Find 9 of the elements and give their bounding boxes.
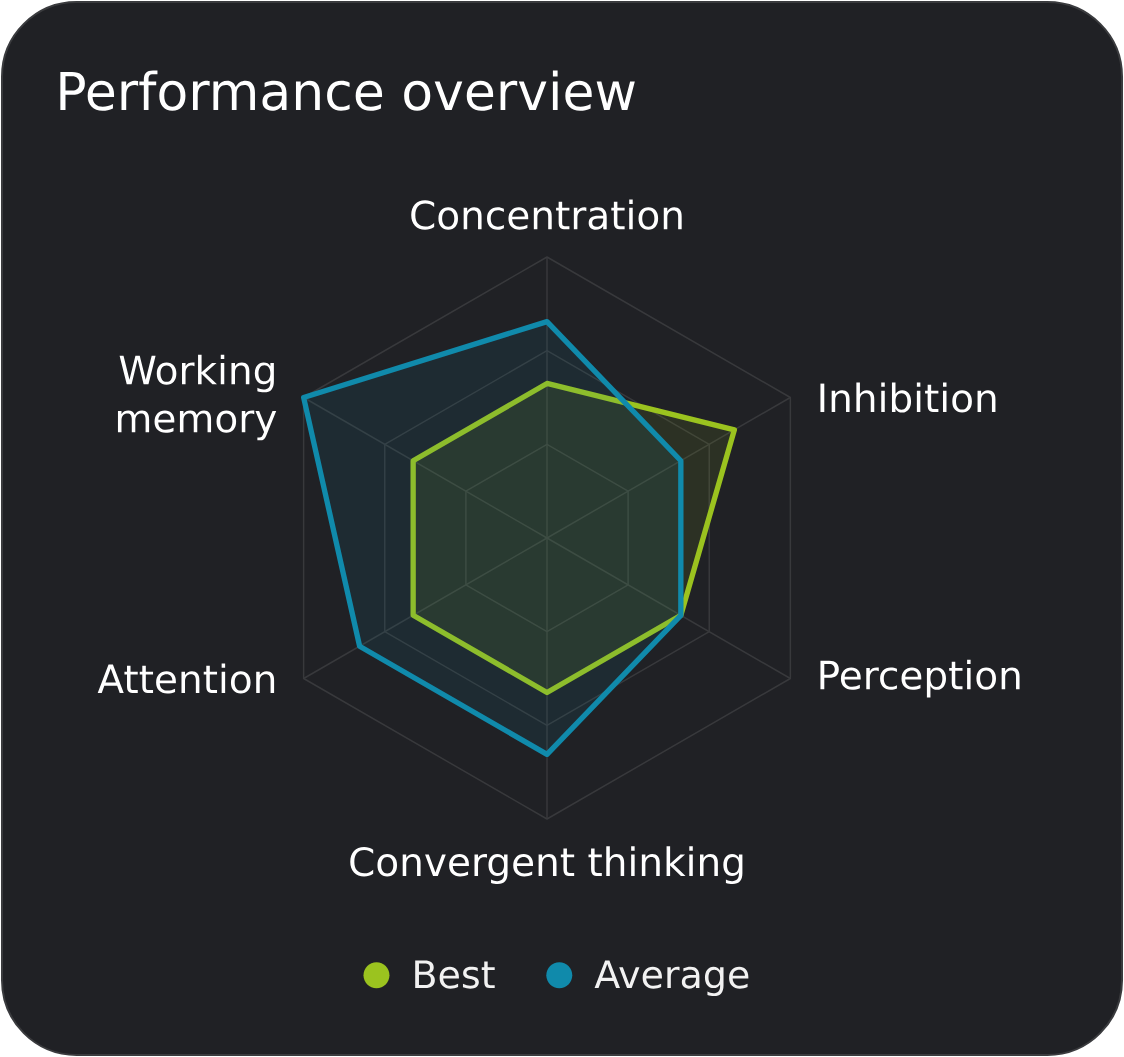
spoke-label: Convergent thinking <box>350 846 743 885</box>
legend-label: Best <box>415 960 495 989</box>
spoke-label: Concentration <box>411 199 682 230</box>
spoke-label: Perception <box>820 659 1020 698</box>
legend-label: Average <box>594 960 749 996</box>
chart-title: Performance overview <box>60 70 635 111</box>
spoke-label: Attention <box>97 663 275 694</box>
spoke-label: Working memory <box>117 354 277 441</box>
spoke-label: Inhibition <box>820 382 996 413</box>
